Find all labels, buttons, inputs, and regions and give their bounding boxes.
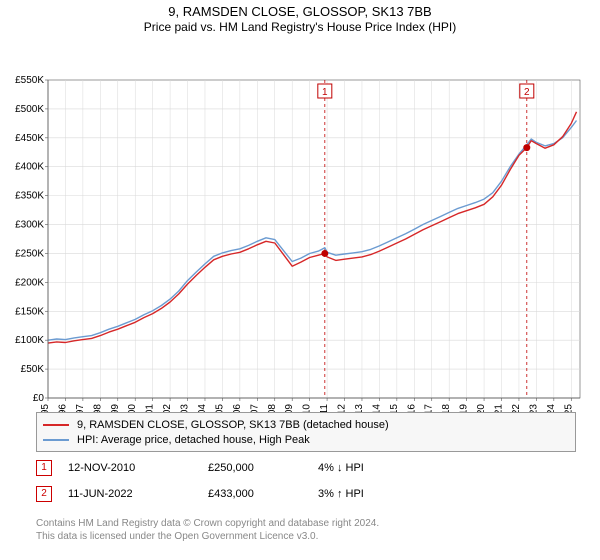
svg-text:2: 2 (524, 87, 530, 98)
legend-label: HPI: Average price, detached house, High… (77, 434, 310, 446)
legend-row: 9, RAMSDEN CLOSE, GLOSSOP, SK13 7BB (det… (43, 417, 569, 432)
footer-attribution: Contains HM Land Registry data © Crown c… (36, 518, 379, 543)
svg-text:£400K: £400K (15, 162, 44, 173)
sale-date: 11-JUN-2022 (68, 488, 208, 500)
chart-title: 9, RAMSDEN CLOSE, GLOSSOP, SK13 7BB (0, 4, 600, 19)
sale-date: 12-NOV-2010 (68, 462, 208, 474)
sale-delta: 4% ↓ HPI (318, 462, 428, 474)
svg-text:£50K: £50K (21, 364, 45, 375)
svg-text:£500K: £500K (15, 104, 44, 115)
svg-text:£200K: £200K (15, 277, 44, 288)
svg-text:£150K: £150K (15, 306, 44, 317)
svg-text:£0: £0 (33, 393, 45, 404)
sale-price: £250,000 (208, 462, 318, 474)
legend-swatch (43, 424, 69, 426)
legend-swatch (43, 439, 69, 441)
svg-text:£300K: £300K (15, 220, 44, 231)
sale-delta: 3% ↑ HPI (318, 488, 428, 500)
legend: 9, RAMSDEN CLOSE, GLOSSOP, SK13 7BB (det… (36, 412, 576, 452)
svg-text:£100K: £100K (15, 335, 44, 346)
footer-line: Contains HM Land Registry data © Crown c… (36, 518, 379, 531)
footer-line: This data is licensed under the Open Gov… (36, 531, 379, 544)
sale-price: £433,000 (208, 488, 318, 500)
svg-text:£250K: £250K (15, 248, 44, 259)
legend-label: 9, RAMSDEN CLOSE, GLOSSOP, SK13 7BB (det… (77, 419, 389, 431)
svg-text:£450K: £450K (15, 133, 44, 144)
chart-subtitle: Price paid vs. HM Land Registry's House … (0, 20, 600, 34)
svg-text:1: 1 (322, 87, 328, 98)
svg-text:£550K: £550K (15, 75, 44, 86)
svg-text:£350K: £350K (15, 191, 44, 202)
sale-row: 2 11-JUN-2022 £433,000 3% ↑ HPI (36, 486, 576, 502)
price-chart: £0 £50K £100K £150K £200K £250K £300K £350K £400… (0, 34, 600, 434)
sale-row: 1 12-NOV-2010 £250,000 4% ↓ HPI (36, 460, 576, 476)
sale-marker-icon: 2 (36, 486, 52, 502)
sale-marker-icon: 1 (36, 460, 52, 476)
legend-row: HPI: Average price, detached house, High… (43, 432, 569, 447)
